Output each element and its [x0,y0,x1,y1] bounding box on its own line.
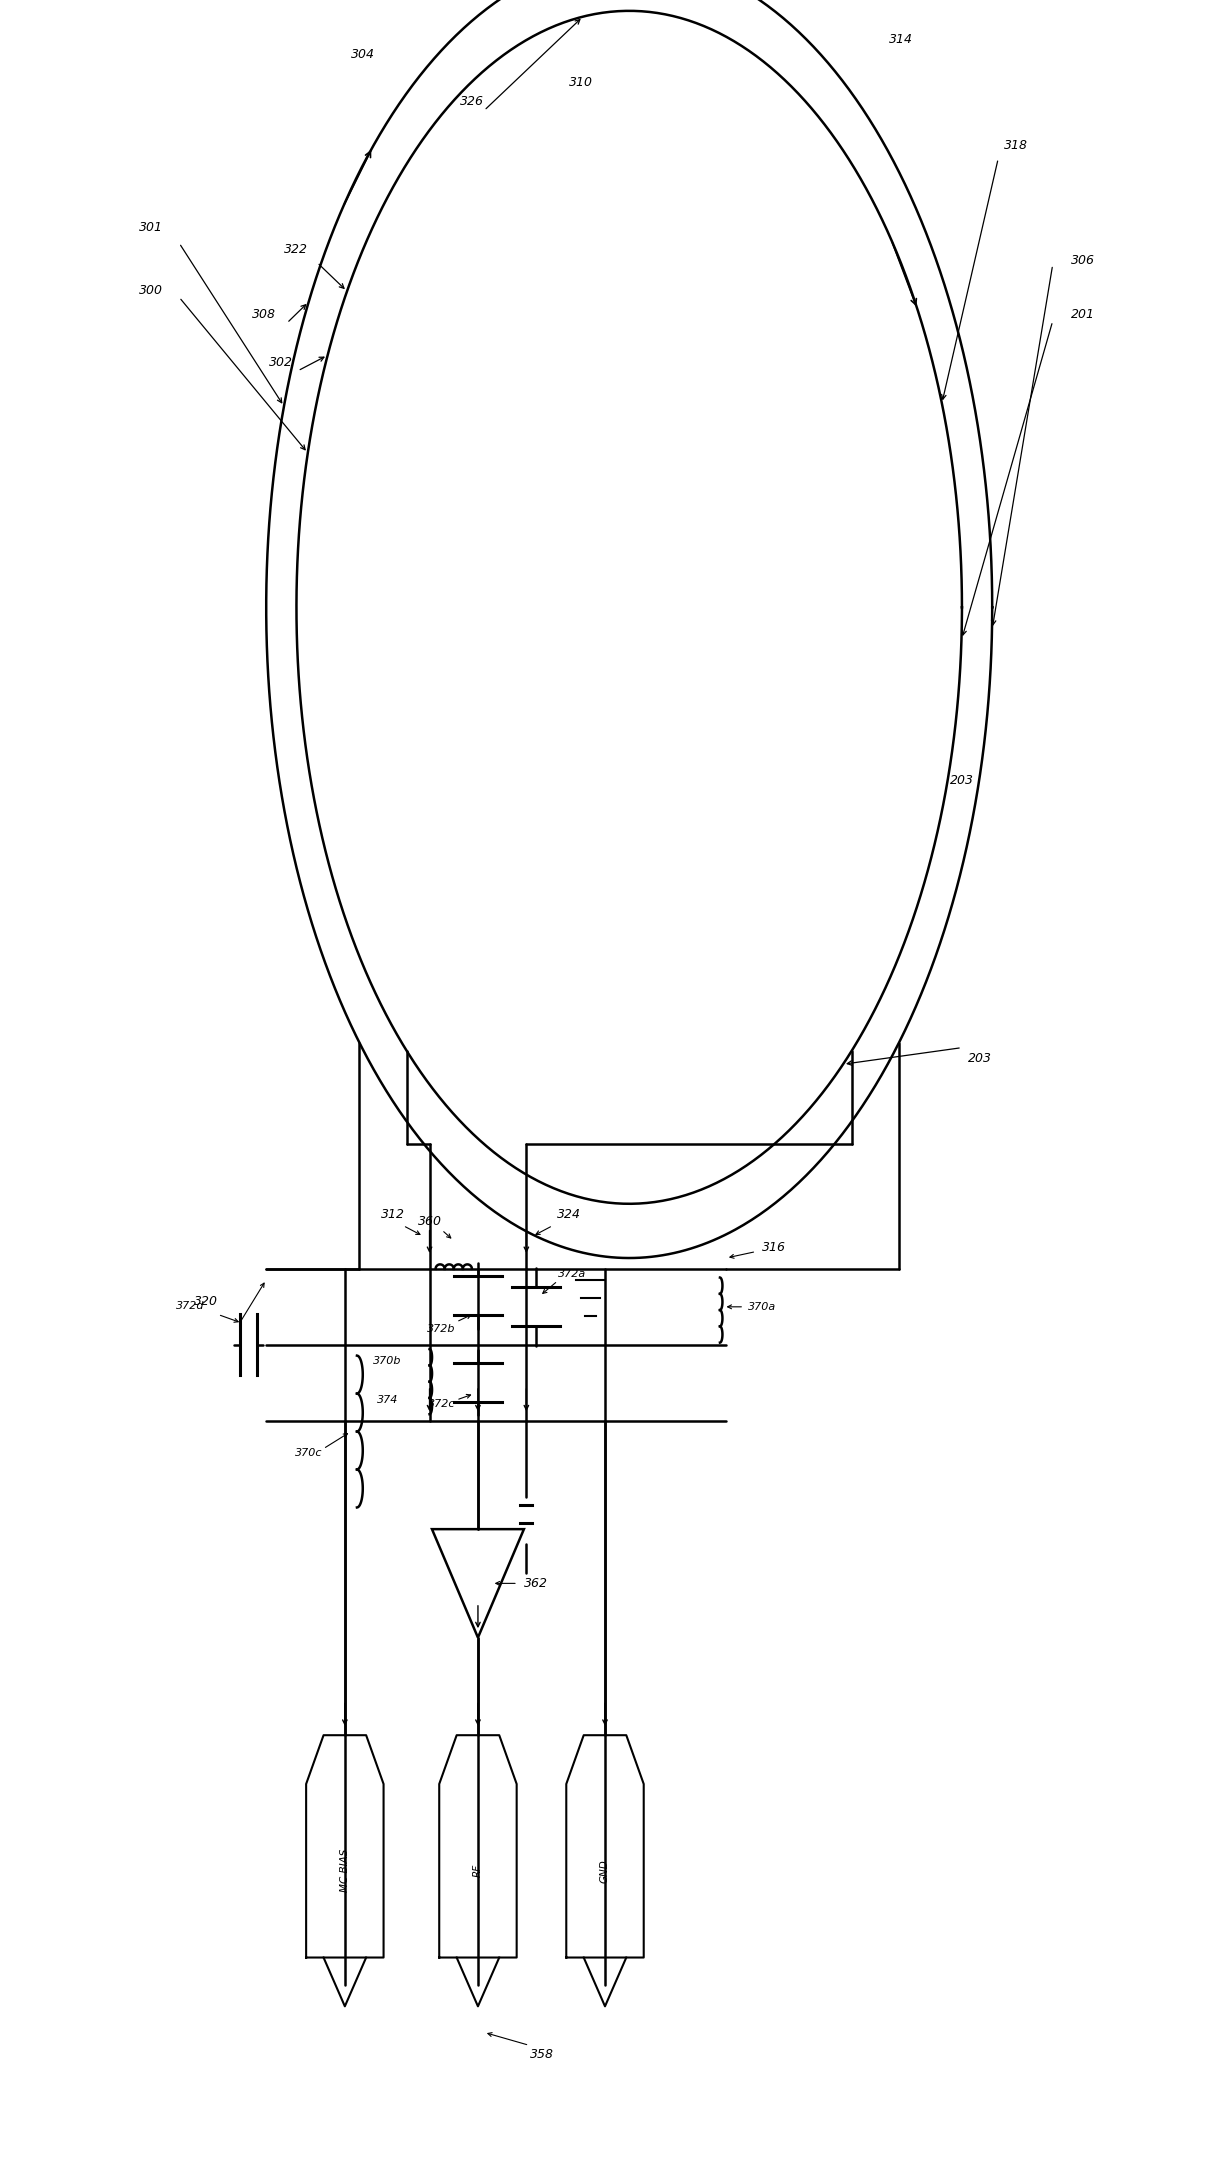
Text: 314: 314 [889,33,914,46]
Text: 372a: 372a [558,1269,587,1280]
Text: 318: 318 [1004,139,1028,152]
Text: 302: 302 [269,356,293,369]
Text: 326: 326 [460,95,484,108]
Text: 370c: 370c [295,1449,322,1458]
Text: 312: 312 [381,1208,405,1221]
Text: 310: 310 [569,76,593,89]
Text: 316: 316 [762,1241,786,1254]
Text: 372d: 372d [175,1301,204,1310]
Text: 370b: 370b [373,1356,402,1366]
Text: 372b: 372b [427,1323,456,1334]
Text: 308: 308 [252,308,276,321]
Text: 372c: 372c [428,1399,455,1410]
Text: 322: 322 [284,243,309,256]
Text: 358: 358 [530,2048,553,2061]
Text: 201: 201 [1071,308,1095,321]
Text: 301: 301 [139,221,163,234]
Text: 370a: 370a [748,1301,777,1312]
Text: GND: GND [600,1859,610,1883]
Text: 306: 306 [1071,254,1095,267]
Text: 360: 360 [417,1215,442,1228]
Text: 320: 320 [194,1295,218,1308]
Text: 324: 324 [557,1208,581,1221]
Text: 362: 362 [524,1577,548,1590]
Text: 203: 203 [968,1052,992,1065]
Text: 304: 304 [351,48,375,61]
Text: 300: 300 [139,284,163,297]
Text: 374: 374 [376,1395,398,1406]
Text: RF: RF [473,1863,483,1878]
Text: MC BIAS: MC BIAS [340,1850,350,1891]
Text: 203: 203 [950,774,974,787]
